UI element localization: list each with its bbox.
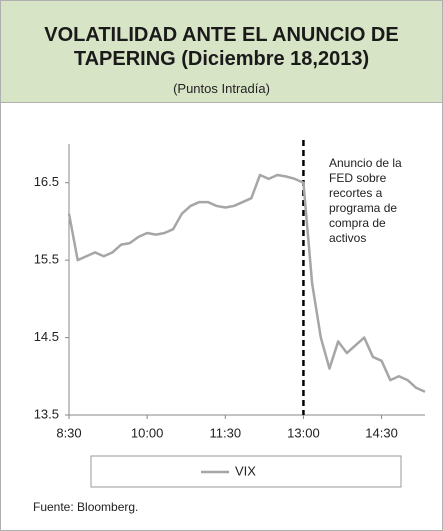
y-tick-label: 14.5	[34, 329, 59, 344]
annotation: Anuncio de la FED sobre recortes a progr…	[329, 156, 402, 245]
chart-title: VOLATILIDAD ANTE EL ANUNCIO DE TAPERING …	[44, 24, 399, 70]
y-tick-label: 15.5	[34, 252, 59, 267]
x-tick-label: 13:00	[287, 425, 320, 440]
source: Fuente: Bloomberg.	[33, 500, 138, 514]
x-tick-label: 14:30	[365, 425, 398, 440]
legend-label: VIX	[235, 463, 256, 478]
x-tick-label: 8:30	[56, 425, 81, 440]
y-tick-label: 13.5	[34, 406, 59, 421]
x-tick-label: 11:30	[210, 425, 242, 440]
vix-line	[67, 173, 426, 393]
x-tick-label: 10:00	[131, 425, 164, 440]
y-tick-label: 16.5	[34, 174, 59, 189]
legend-box	[90, 455, 402, 488]
chart-subtitle: (Puntos Intradía)	[173, 81, 270, 96]
header	[1, 1, 442, 103]
